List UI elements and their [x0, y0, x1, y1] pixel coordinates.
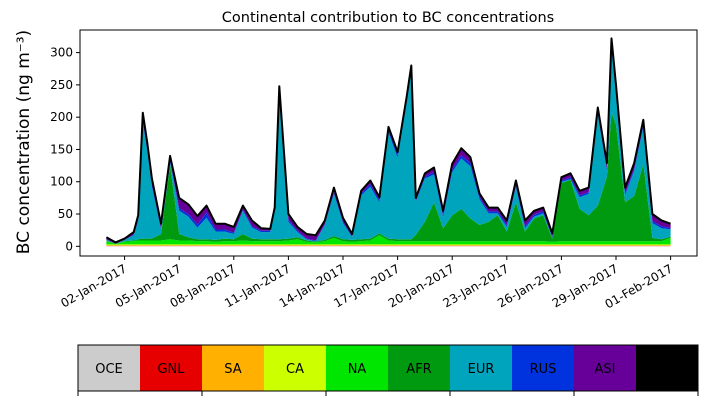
colorbar-label: EUR: [468, 362, 495, 377]
colorbar-label: RUS: [530, 362, 557, 377]
stacked-areas: [105, 37, 671, 247]
total-line: [105, 37, 671, 244]
area-ca: [106, 244, 671, 246]
y-tick-label: 200: [50, 110, 73, 124]
colorbar-cell-ca: [264, 345, 327, 391]
plot-frame: [79, 29, 698, 257]
colorbar-cell-afr: [388, 345, 451, 391]
colorbar-label: AUS: [654, 362, 681, 377]
y-tick-label: 150: [50, 142, 73, 156]
area-na: [106, 235, 671, 245]
area-afr: [106, 112, 671, 244]
colorbar-label: OCE: [95, 362, 123, 377]
area-eur: [106, 47, 671, 244]
y-tick-label: 100: [50, 175, 73, 189]
colorbar-label: SA: [224, 362, 241, 377]
colorbar-label: AFR: [406, 362, 431, 377]
y-tick-label: 250: [50, 78, 73, 92]
chart-title: Continental contribution to BC concentra…: [222, 10, 554, 26]
colorbar-label: GNL: [157, 362, 185, 377]
y-tick-label: 300: [50, 46, 73, 60]
colorbar-cell-gnl: [140, 345, 203, 391]
colorbar-cell-na: [326, 345, 389, 391]
colorbar-cell-sa: [202, 345, 265, 391]
y-axis-label: BC concentration (ng m⁻³): [14, 30, 34, 254]
y-tick-label: 50: [58, 207, 73, 221]
colorbar-frame: [77, 344, 699, 392]
region-colorbar: OCE GNL SA CA NA AFR EUR RUS ASI AUS: [77, 344, 699, 396]
colorbar-label: ASI: [595, 362, 616, 377]
colorbar-cell-rus: [512, 345, 575, 391]
area-sa: [106, 245, 671, 246]
colorbar-label: NA: [348, 362, 367, 377]
y-tick-label: 0: [65, 239, 73, 253]
colorbar-cell-eur: [450, 345, 513, 391]
colorbar-cell-asi: [574, 345, 637, 391]
colorbar-cell-aus: [636, 345, 699, 391]
colorbar-label: CA: [286, 362, 304, 377]
colorbar-cell-oce: [78, 345, 141, 391]
